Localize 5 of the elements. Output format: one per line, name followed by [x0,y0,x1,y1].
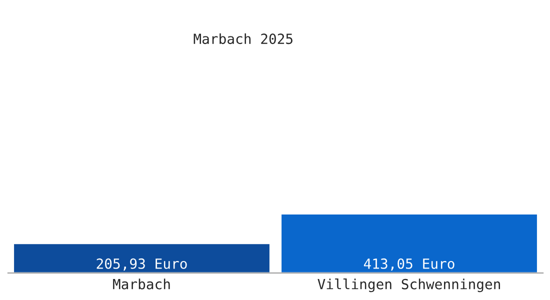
x-tick-label: Marbach [113,278,170,290]
data-label: 205,93 Euro [96,258,187,271]
chart-title: Marbach 2025 [194,33,292,44]
data-label: 413,05 Euro [364,258,454,271]
x-tick-label: Villingen Schwenningen [318,278,500,292]
